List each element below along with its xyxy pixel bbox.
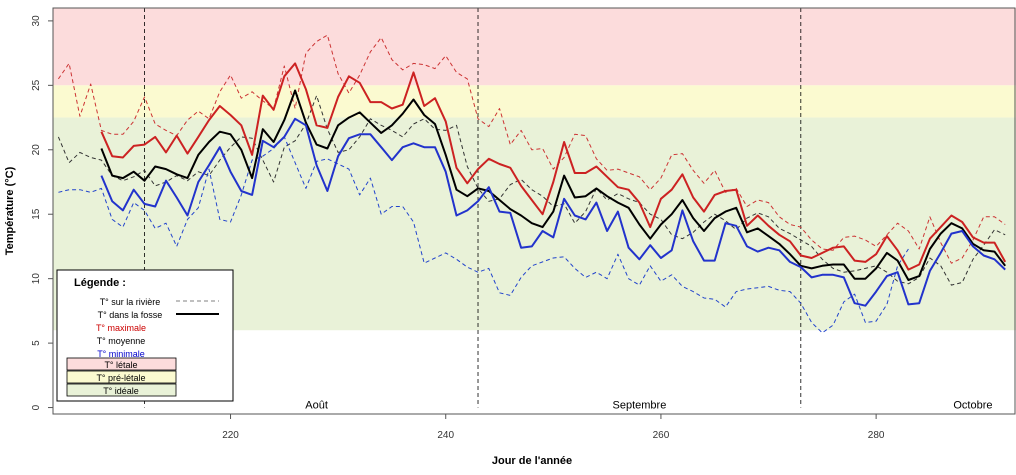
month-label-2: Octobre xyxy=(953,400,992,412)
x-tick-label-0: 220 xyxy=(222,430,239,441)
series-line-1 xyxy=(100,89,1006,281)
x-tick-label-3: 280 xyxy=(868,430,885,441)
series-line-4 xyxy=(57,34,1006,264)
series-line-5 xyxy=(58,136,909,334)
month-label-1: Septembre xyxy=(613,400,667,412)
y-tick-label-6: 30 xyxy=(31,15,42,27)
series-line-0 xyxy=(100,62,1007,271)
y-tick-label-5: 25 xyxy=(31,79,42,91)
series-line-2 xyxy=(100,117,1006,307)
legend-label-0: T° sur la rivière xyxy=(100,297,161,307)
month-label-0: Août xyxy=(305,400,328,412)
y-tick-label-0: 0 xyxy=(31,404,42,410)
series-layer xyxy=(57,34,1007,334)
legend-swatch-7 xyxy=(66,383,177,397)
temperature-zones xyxy=(53,8,1016,331)
zone-1 xyxy=(53,85,1016,118)
y-axis-title: Température (°C) xyxy=(4,166,16,255)
axes: 0 5 10 15 20 25 30 220 240 260 280 xyxy=(31,15,885,441)
legend-label-3: T° moyenne xyxy=(97,336,146,346)
y-tick-label-2: 10 xyxy=(31,273,42,285)
legend-label-4: T° minimale xyxy=(97,349,145,359)
x-tick-label-2: 260 xyxy=(653,430,670,441)
legend-swatch-5 xyxy=(66,357,177,371)
legend-label-7: T° idéale xyxy=(103,386,139,396)
x-tick-label-1: 240 xyxy=(437,430,454,441)
series-line-3 xyxy=(57,95,1006,286)
legend-title: Légende : xyxy=(74,277,126,289)
y-tick-label-4: 20 xyxy=(31,144,42,156)
legend-label-6: T° pré-létale xyxy=(96,373,145,383)
legend-entries: T° sur la rivière T° dans la fosse T° maxi… xyxy=(66,297,219,397)
zone-0 xyxy=(53,8,1016,86)
legend: Légende : T° sur la rivière T° dans la fo… xyxy=(56,269,234,402)
legend-swatch-6 xyxy=(66,370,177,384)
plot-frame xyxy=(52,7,1016,415)
legend-label-5: T° létale xyxy=(104,360,137,370)
legend-label-2: T° maximale xyxy=(96,323,146,333)
x-axis-title: Jour de l'année xyxy=(492,455,572,467)
legend-label-1: T° dans la fosse xyxy=(98,310,163,320)
y-tick-label-1: 5 xyxy=(31,340,42,346)
y-tick-label-3: 15 xyxy=(31,208,42,220)
